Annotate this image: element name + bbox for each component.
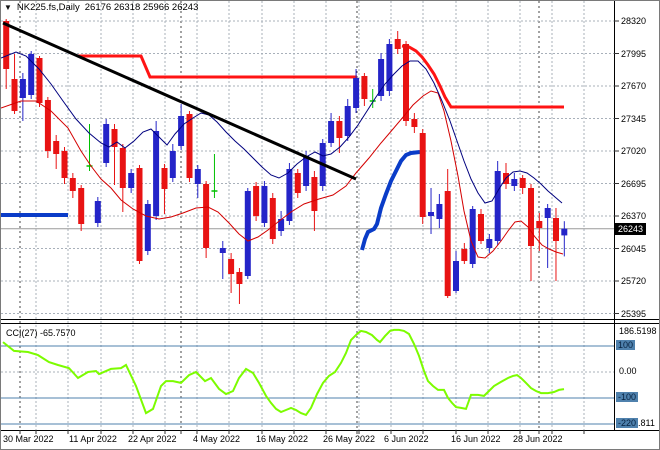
candle	[19, 73, 26, 121]
candle	[486, 234, 493, 253]
candle	[169, 144, 176, 182]
candle	[394, 31, 401, 54]
cci-zero-label: 0.00	[619, 366, 637, 376]
candle	[161, 164, 168, 214]
candle	[253, 182, 260, 221]
candle	[244, 188, 251, 279]
candle	[261, 181, 268, 227]
candle	[436, 194, 443, 228]
candle	[369, 89, 376, 108]
cci-min-badge-text: -220	[616, 418, 639, 428]
candle	[203, 181, 210, 258]
candle	[211, 154, 218, 198]
band-red-line	[77, 54, 357, 79]
symbol-dropdown-icon[interactable]: ▼	[4, 3, 12, 12]
candle	[44, 97, 51, 158]
ma-fast-navy-line	[1, 51, 563, 204]
candle	[11, 54, 18, 114]
candle	[103, 119, 110, 167]
candle	[444, 169, 451, 298]
candle	[144, 200, 151, 255]
candle	[94, 197, 101, 227]
candle	[128, 169, 135, 193]
cci-min-label: -220.811	[616, 418, 655, 428]
candle	[228, 253, 235, 293]
candle	[511, 173, 518, 191]
candle	[136, 165, 143, 264]
candle	[561, 221, 568, 257]
candle	[286, 163, 293, 225]
candle	[469, 206, 476, 268]
candle	[269, 193, 276, 244]
candle	[411, 113, 418, 133]
candle	[69, 173, 76, 198]
candle	[111, 124, 118, 185]
ma-slow-red-line	[1, 90, 564, 259]
candle	[328, 113, 335, 147]
cci-level-neg100-badge: -100	[616, 392, 639, 402]
candle	[278, 211, 285, 236]
symbol-period-label: NK225.fs,Daily	[16, 2, 80, 13]
candle	[494, 161, 501, 245]
candle	[186, 111, 193, 182]
candle	[378, 53, 385, 101]
candle	[544, 204, 551, 268]
cci-min-rest-text: .811	[638, 418, 655, 428]
candle	[28, 51, 35, 99]
cci-indicator-label: CCI(27) -65.7570	[6, 328, 76, 338]
cci-level-neg100-text: -100	[616, 392, 639, 402]
candle	[236, 268, 243, 304]
candle	[294, 169, 301, 198]
ohlc-quote-label: 26176 26318 25966 26243	[84, 2, 199, 13]
band-blue-line	[360, 150, 421, 251]
band-red-line	[401, 44, 564, 109]
candle	[478, 209, 484, 244]
candle	[453, 251, 459, 293]
candle	[119, 144, 126, 212]
candle	[344, 99, 351, 141]
cci-max-label: 186.5198	[619, 326, 657, 336]
candle	[428, 188, 434, 234]
candle	[219, 241, 226, 279]
candle	[386, 39, 393, 96]
quote-header: ▼ NK225.fs,Daily 26176 26318 25966 26243	[4, 2, 198, 13]
candle	[461, 243, 468, 264]
candle	[36, 56, 43, 107]
cci-line	[2, 328, 565, 417]
candle	[519, 175, 526, 194]
candle	[3, 19, 10, 89]
candle	[53, 135, 60, 169]
current-price-badge: 26243	[615, 223, 647, 235]
candle	[153, 121, 160, 220]
cci-level-100-text: 100	[616, 340, 636, 350]
trendline	[2, 21, 357, 181]
candle	[353, 69, 360, 113]
candle	[194, 165, 201, 198]
candle	[553, 208, 559, 281]
candle	[536, 213, 543, 251]
candle	[361, 73, 368, 106]
cci-level-100-badge: 100	[616, 340, 636, 350]
candle	[61, 147, 68, 184]
candle	[78, 185, 85, 231]
candle	[403, 41, 409, 126]
candle	[419, 129, 426, 224]
candle	[528, 184, 534, 281]
